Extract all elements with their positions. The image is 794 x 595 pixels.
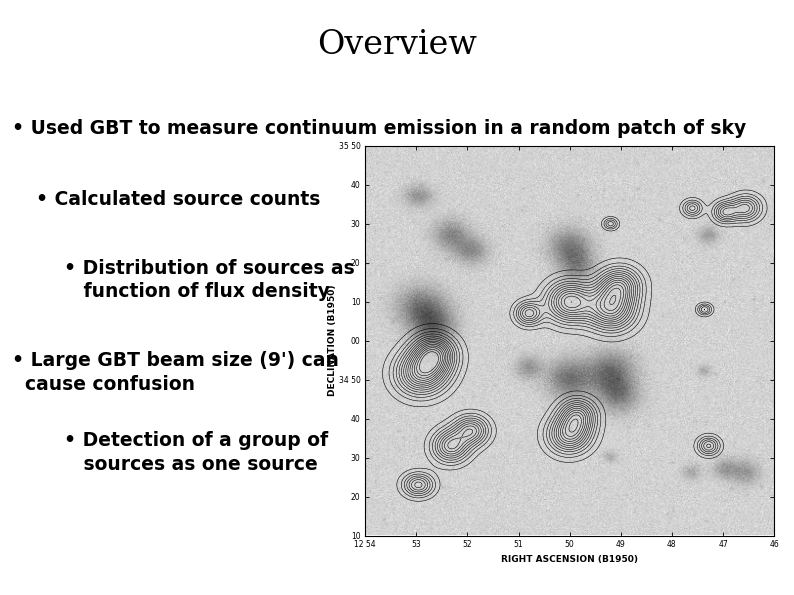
Text: • Detection of a group of
   sources as one source: • Detection of a group of sources as one…: [64, 431, 328, 474]
Y-axis label: DECLINATION (B1950): DECLINATION (B1950): [328, 285, 337, 396]
X-axis label: RIGHT ASCENSION (B1950): RIGHT ASCENSION (B1950): [501, 555, 638, 564]
Text: • Distribution of sources as
   function of flux density: • Distribution of sources as function of…: [64, 259, 354, 301]
Text: • Used GBT to measure continuum emission in a random patch of sky: • Used GBT to measure continuum emission…: [12, 119, 746, 138]
Text: • Large GBT beam size (9') can
  cause confusion: • Large GBT beam size (9') can cause con…: [12, 351, 339, 393]
Text: • Calculated source counts: • Calculated source counts: [36, 190, 320, 209]
Text: Overview: Overview: [317, 29, 477, 61]
